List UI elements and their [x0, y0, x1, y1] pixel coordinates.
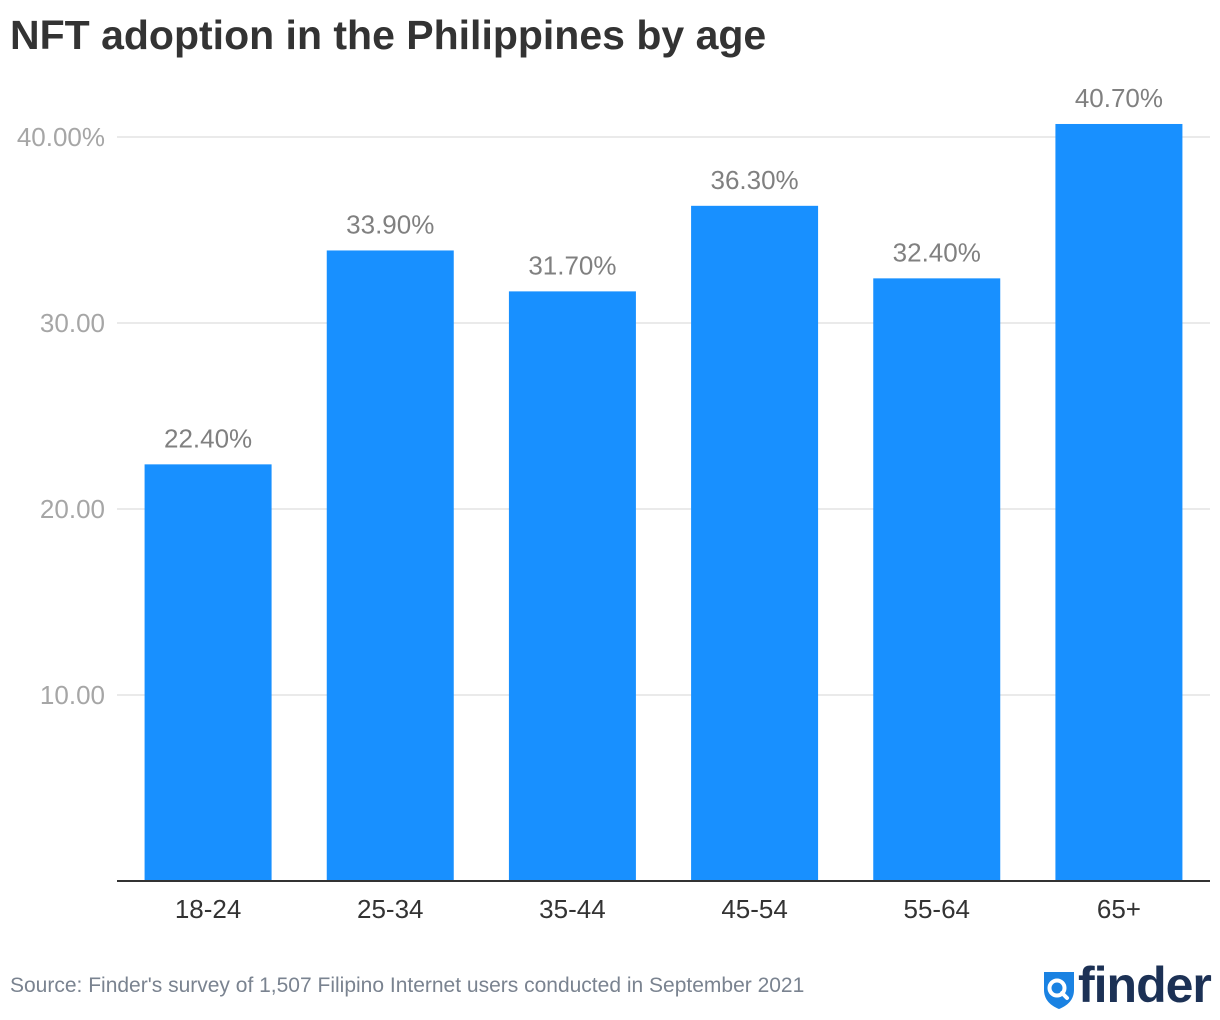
bar-55-64: [873, 278, 1001, 881]
chart-title: NFT adoption in the Philippines by age: [10, 12, 767, 58]
source-note: Source: Finder's survey of 1,507 Filipin…: [10, 974, 805, 997]
y-tick-label: 10.00: [40, 680, 105, 710]
bar-chart: 10.00 20.00 30.00 40.00% 22.40% 33.90% 31.70%…: [17, 83, 1210, 924]
magnifier-shield-icon: [1044, 972, 1074, 1009]
bar-25-34: [326, 250, 454, 881]
category-label: 18-24: [175, 894, 242, 924]
x-axis-category-labels: 18-24 25-34 35-44 45-54 55-64 65+: [175, 894, 1141, 924]
value-labels: 22.40% 33.90% 31.70% 36.30% 32.40% 40.70%: [164, 83, 1163, 453]
gridlines: [117, 136, 1210, 696]
category-label: 65+: [1097, 894, 1141, 924]
bar-35-44: [508, 291, 636, 881]
value-label: 32.40%: [893, 237, 981, 267]
bar-65+: [1055, 123, 1183, 882]
category-label: 35-44: [539, 894, 606, 924]
y-axis-tick-labels: 10.00 20.00 30.00 40.00%: [17, 122, 105, 710]
value-label: 40.70%: [1075, 83, 1163, 113]
value-label: 31.70%: [528, 250, 616, 280]
finder-logo: finder: [1040, 957, 1212, 1016]
value-label: 22.40%: [164, 423, 252, 453]
y-tick-label: 30.00: [40, 308, 105, 338]
value-label: 33.90%: [346, 209, 434, 239]
bar-18-24: [144, 464, 272, 881]
category-label: 45-54: [721, 894, 788, 924]
y-tick-label: 40.00%: [17, 122, 105, 152]
category-label: 25-34: [357, 894, 424, 924]
bars: [144, 123, 1183, 882]
y-tick-label: 20.00: [40, 494, 105, 524]
value-label: 36.30%: [710, 165, 798, 195]
category-label: 55-64: [904, 894, 971, 924]
bar-45-54: [691, 205, 819, 881]
logo-wordmark: finder: [1078, 957, 1212, 1013]
